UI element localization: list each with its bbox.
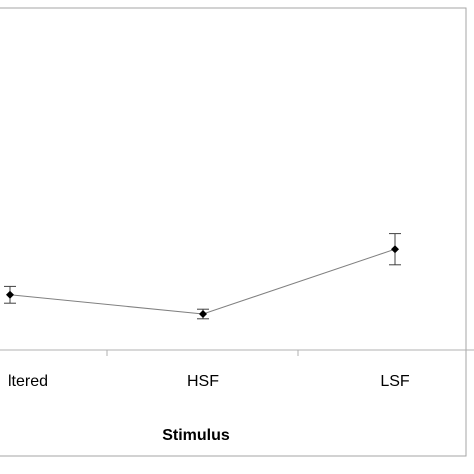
x-tick-label: ltered (8, 373, 48, 390)
x-axis-ticks (106, 350, 299, 356)
data-point (199, 310, 207, 318)
error-bars (4, 233, 401, 320)
chart-frame (0, 7, 467, 457)
x-tick-label: HSF (187, 373, 219, 390)
x-tick-label: LSF (380, 373, 410, 390)
data-point (391, 245, 399, 254)
data-point (6, 290, 14, 299)
data-markers (6, 245, 399, 318)
x-tick-labels: ltered HSF LSF (8, 373, 410, 390)
x-axis-title: Stimulus (162, 427, 230, 444)
series-line (9, 248, 396, 315)
